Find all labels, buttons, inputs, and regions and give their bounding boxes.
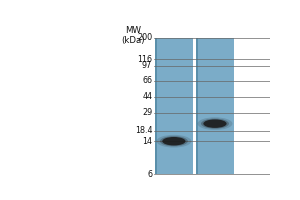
Text: 66: 66 — [142, 76, 152, 85]
Text: 200: 200 — [137, 33, 152, 42]
Text: 29: 29 — [142, 108, 152, 117]
Text: 97: 97 — [142, 61, 152, 70]
Bar — [155, 38, 157, 174]
Ellipse shape — [157, 135, 191, 148]
Text: 14: 14 — [142, 137, 152, 146]
Ellipse shape — [160, 136, 188, 146]
Text: MW
(kDa): MW (kDa) — [121, 26, 145, 45]
Bar — [155, 38, 193, 174]
Text: 116: 116 — [137, 55, 152, 64]
Ellipse shape — [162, 137, 185, 145]
Text: 44: 44 — [142, 92, 152, 101]
Ellipse shape — [203, 119, 226, 128]
Text: 6: 6 — [147, 170, 152, 179]
Ellipse shape — [197, 117, 232, 130]
Bar — [196, 38, 234, 174]
Bar — [196, 38, 198, 174]
Ellipse shape — [201, 119, 229, 129]
Text: 18.4: 18.4 — [135, 126, 152, 135]
